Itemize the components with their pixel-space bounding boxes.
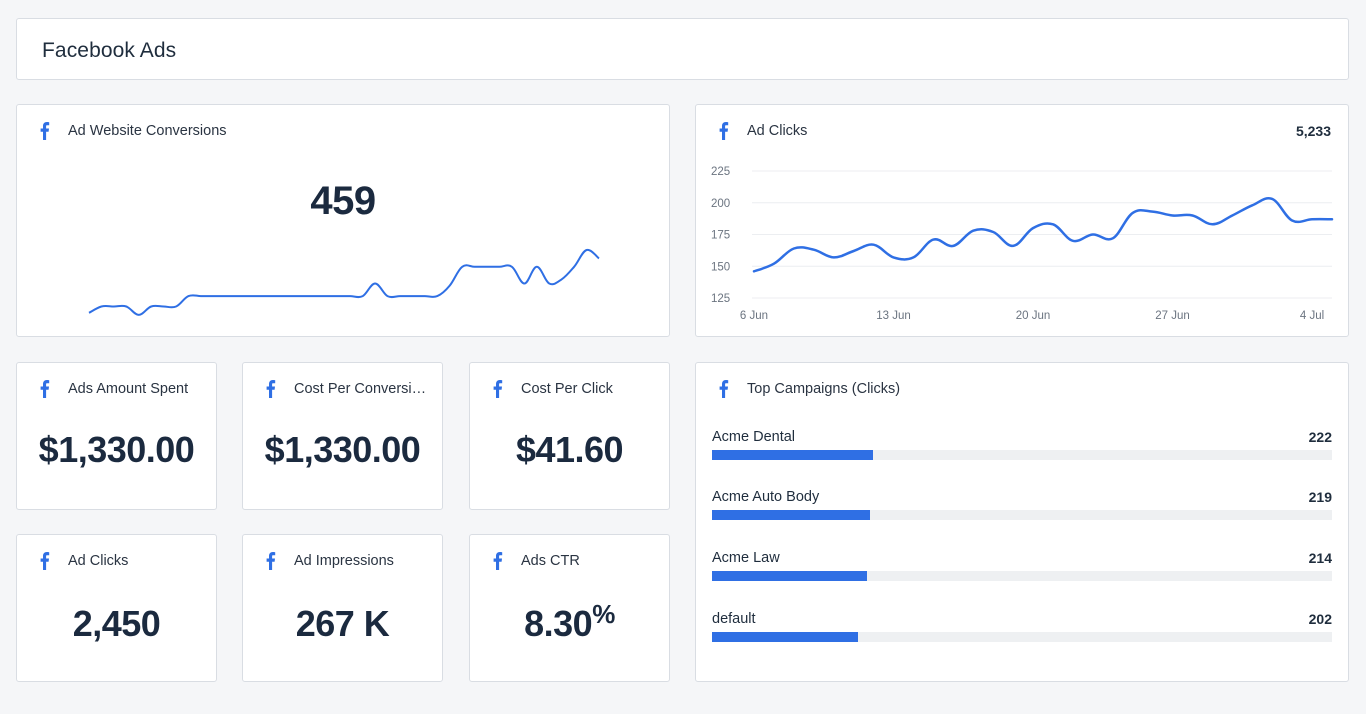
y-tick-label: 125 <box>711 293 730 305</box>
campaign-value: 219 <box>1308 489 1332 505</box>
x-tick-label: 6 Jun <box>740 310 768 322</box>
campaign-value: 214 <box>1308 550 1332 566</box>
tile-ad-impressions[interactable]: Ad Impressions 267 K <box>242 534 443 682</box>
page-title: Facebook Ads <box>42 39 177 62</box>
campaign-bar-track <box>712 632 1332 642</box>
campaign-name: default <box>712 611 756 627</box>
campaign-row[interactable]: Acme Auto Body 219 <box>712 489 1332 525</box>
campaign-bar-fill <box>712 510 871 520</box>
y-tick-label: 200 <box>711 198 730 210</box>
campaign-bar-fill <box>712 632 859 642</box>
facebook-icon <box>718 380 730 398</box>
widget-title: Ads Amount Spent <box>68 381 189 397</box>
x-tick-label: 27 Jun <box>1155 310 1190 322</box>
campaign-bar-fill <box>712 450 874 460</box>
widget-header: Cost Per Conversi… <box>265 380 428 398</box>
campaign-row[interactable]: Acme Law 214 <box>712 550 1332 586</box>
facebook-icon <box>718 122 730 140</box>
widget-title: Ad Impressions <box>294 553 394 569</box>
tile-value: 8.30% <box>470 599 669 645</box>
tile-value-number: 2,450 <box>72 603 161 644</box>
tile-value: 2,450 <box>17 603 216 645</box>
facebook-icon <box>39 552 51 570</box>
widget-header: Cost Per Click <box>492 380 655 398</box>
widget-title: Ads CTR <box>521 553 580 569</box>
widget-top-campaigns[interactable]: Top Campaigns (Clicks) Acme Dental 222 A… <box>695 362 1349 682</box>
facebook-icon <box>492 552 504 570</box>
sparkline-line <box>88 248 600 316</box>
series-line <box>752 197 1334 273</box>
campaign-name: Acme Auto Body <box>712 489 820 505</box>
widget-header: Top Campaigns (Clicks) <box>718 380 900 398</box>
widget-header: Ad Clicks <box>718 122 807 140</box>
widget-header: Ad Website Conversions <box>39 122 227 140</box>
tile-value: $41.60 <box>470 429 669 471</box>
campaign-bar-track <box>712 510 1332 520</box>
facebook-icon <box>39 122 51 140</box>
dashboard-header: Facebook Ads <box>16 18 1349 80</box>
campaign-value: 222 <box>1308 429 1332 445</box>
conversions-sparkline <box>88 248 600 316</box>
tile-value-number: $1,330.00 <box>38 429 195 470</box>
y-tick-label: 225 <box>711 166 730 178</box>
tile-cost-per-conversion[interactable]: Cost Per Conversi… $1,330.00 <box>242 362 443 510</box>
tile-ads-amount-spent[interactable]: Ads Amount Spent $1,330.00 <box>16 362 217 510</box>
x-tick-label: 4 Jul <box>1300 310 1324 322</box>
widget-title: Cost Per Click <box>521 381 613 397</box>
facebook-icon <box>265 380 277 398</box>
campaign-name: Acme Law <box>712 550 780 566</box>
tile-ad-clicks[interactable]: Ad Clicks 2,450 <box>16 534 217 682</box>
tile-value-number: 267 K <box>295 603 390 644</box>
campaign-row[interactable]: Acme Dental 222 <box>712 429 1332 465</box>
tile-value-suffix: % <box>592 599 615 629</box>
facebook-icon <box>265 552 277 570</box>
campaign-bar-fill <box>712 571 867 581</box>
tile-value: $1,330.00 <box>17 429 216 471</box>
campaign-bar-track <box>712 450 1332 460</box>
conversions-value: 459 <box>310 179 376 223</box>
widget-ad-clicks-chart[interactable]: Ad Clicks 5,233 225 200 175 150 125 6 Jun 13 J… <box>695 104 1349 337</box>
x-tick-label: 13 Jun <box>876 310 911 322</box>
widget-header: Ads Amount Spent <box>39 380 202 398</box>
campaign-row[interactable]: default 202 <box>712 611 1332 647</box>
widget-title: Top Campaigns (Clicks) <box>747 381 901 397</box>
tile-value: $1,330.00 <box>243 429 442 471</box>
tile-value-number: $1,330.00 <box>264 429 421 470</box>
campaign-bar-track <box>712 571 1332 581</box>
tile-value: 267 K <box>243 603 442 645</box>
campaign-name: Acme Dental <box>712 429 796 445</box>
tile-ads-ctr[interactable]: Ads CTR 8.30% <box>469 534 670 682</box>
tile-value-number: $41.60 <box>515 429 624 470</box>
tile-cost-per-click[interactable]: Cost Per Click $41.60 <box>469 362 670 510</box>
tile-value-number: 8.30 <box>524 603 593 644</box>
y-tick-label: 150 <box>711 261 730 273</box>
y-tick-label: 175 <box>711 230 730 242</box>
facebook-icon <box>492 380 504 398</box>
widget-ad-website-conversions[interactable]: Ad Website Conversions 459 <box>16 104 670 337</box>
widget-header: Ads CTR <box>492 552 655 570</box>
widget-header: Ad Impressions <box>265 552 428 570</box>
facebook-icon <box>39 380 51 398</box>
ad-clicks-line-chart: 225 200 175 150 125 6 Jun 13 Jun 20 Jun 27 Jun 4 … <box>711 166 1334 322</box>
widget-header: Ad Clicks <box>39 552 202 570</box>
campaign-value: 202 <box>1308 611 1332 627</box>
x-tick-label: 20 Jun <box>1016 310 1051 322</box>
ad-clicks-total: 5,233 <box>1295 123 1331 139</box>
widget-title: Cost Per Conversi… <box>294 381 427 397</box>
widget-title: Ad Clicks <box>68 553 129 569</box>
